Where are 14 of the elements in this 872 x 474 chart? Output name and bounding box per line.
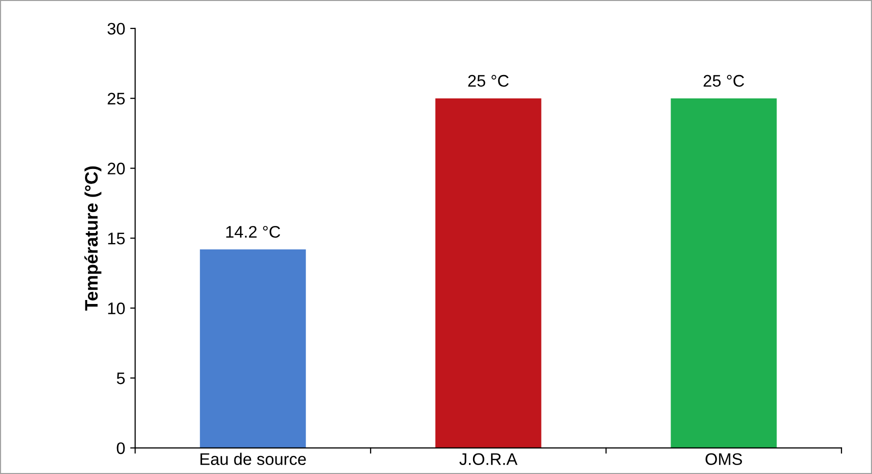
y-tick-label: 25: [108, 92, 125, 105]
y-tick-label: 10: [108, 302, 125, 314]
y-tick-label: 0: [116, 442, 125, 454]
x-tick-label: Eau de source: [200, 452, 306, 466]
data-label: 14.2 °C: [226, 226, 280, 238]
x-tick-label: OMS: [706, 453, 742, 466]
y-tick-label: 30: [108, 22, 125, 35]
x-tick-label: J.O.R.A: [459, 453, 518, 466]
y-axis-title: Température (°C): [84, 166, 102, 311]
y-tick-label: 20: [108, 162, 125, 174]
y-tick-label: 5: [116, 372, 125, 384]
y-tick-label: 15: [108, 232, 125, 244]
data-label: 25 °C: [468, 74, 509, 87]
data-label: 25 °C: [704, 74, 744, 87]
